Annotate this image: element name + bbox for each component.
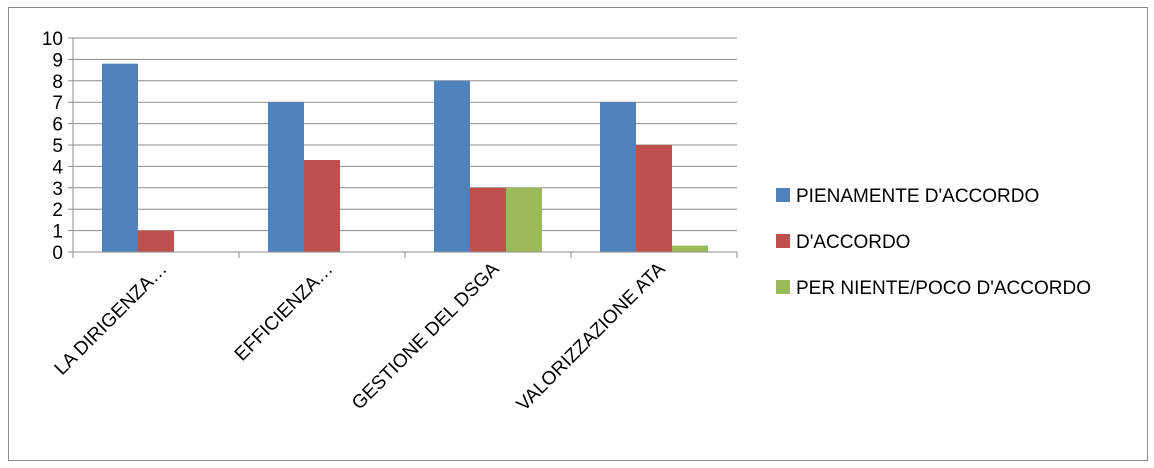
y-tick-label: 7 [52, 93, 63, 114]
bar [636, 145, 672, 252]
y-tick-label: 5 [52, 136, 63, 157]
y-tick-label: 6 [52, 115, 63, 136]
legend: PIENAMENTE D'ACCORDO D'ACCORDO PER NIENTE/… [776, 186, 1091, 299]
bar [600, 102, 636, 252]
legend-label: D'ACCORDO [796, 232, 910, 253]
bar [102, 63, 138, 253]
y-tick-label: 4 [52, 157, 63, 178]
bar [506, 187, 542, 252]
bar [672, 245, 708, 252]
bar [434, 80, 470, 252]
y-tick-label: 2 [52, 200, 63, 221]
legend-swatch [776, 280, 790, 294]
legend-label: PIENAMENTE D'ACCORDO [796, 186, 1039, 207]
legend-swatch [776, 234, 790, 248]
chart-frame [8, 7, 1148, 461]
x-category-label: EFFICIENZA… [231, 259, 338, 366]
legend-swatch [776, 188, 790, 202]
bar [470, 187, 506, 252]
bar [268, 102, 304, 252]
y-tick-label: 1 [52, 222, 63, 243]
bars [102, 63, 708, 253]
y-tick-label: 0 [52, 243, 63, 264]
y-tick-label: 10 [42, 29, 63, 50]
axes [68, 37, 738, 258]
x-category-label: LA DIRIGENZA… [51, 259, 172, 380]
bar [304, 159, 340, 252]
y-tick-label: 8 [52, 72, 63, 93]
legend-label: PER NIENTE/POCO D'ACCORDO [796, 278, 1091, 299]
x-category-labels: LA DIRIGENZA… EFFICIENZA… GESTIONE DEL DSG… [51, 258, 670, 415]
y-tick-label: 9 [52, 50, 63, 71]
bar [138, 230, 174, 252]
x-category-label: GESTIONE DEL DSGA [348, 258, 504, 414]
x-category-label: VALORIZZAZIONE ATA [513, 258, 670, 415]
y-tick-label: 3 [52, 179, 63, 200]
